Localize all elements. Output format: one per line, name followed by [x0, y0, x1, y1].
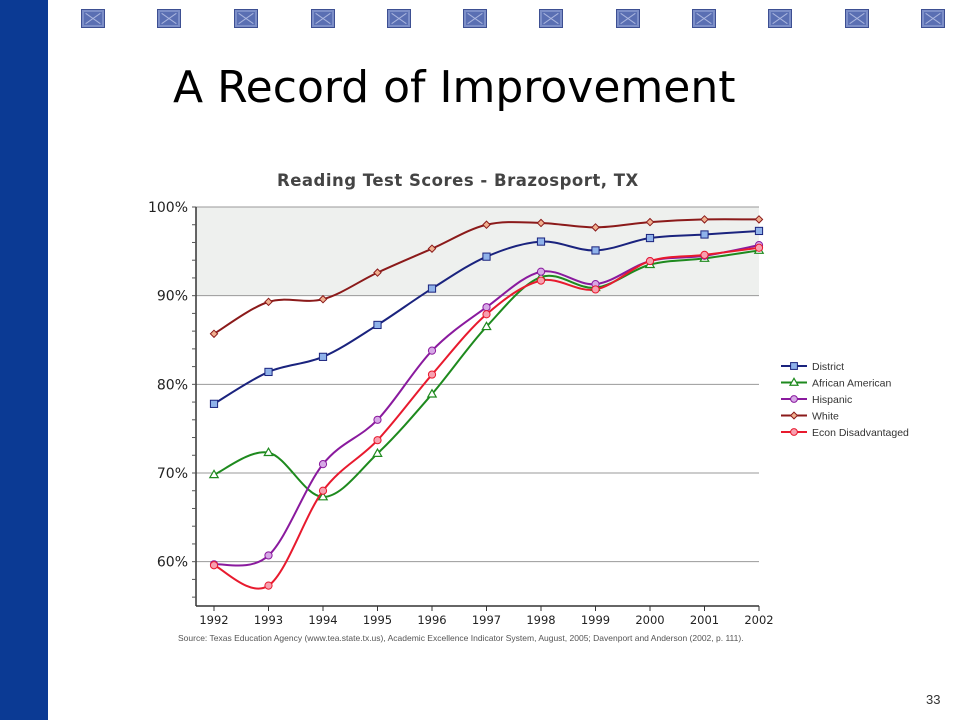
data-point-district [482, 252, 491, 261]
data-point-african-american [317, 491, 329, 501]
legend-label-district: District [812, 361, 844, 373]
data-point-white [591, 223, 600, 232]
data-point-district [591, 246, 600, 255]
decorative-square-icon [81, 9, 105, 28]
x-tick-label: 1997 [472, 613, 501, 627]
data-point-econ-disadvantaged [264, 581, 273, 590]
data-point-econ-disadvantaged [427, 370, 437, 379]
chart-title: Reading Test Scores - Brazosport, TX [277, 171, 639, 190]
data-point-white [482, 220, 491, 230]
data-point-district [209, 399, 219, 408]
data-point-white [754, 215, 764, 224]
data-point-african-american [208, 469, 220, 479]
data-point-african-american [263, 447, 274, 457]
data-point-white [536, 218, 546, 228]
data-point-district [645, 233, 655, 243]
x-tick-label: 1998 [526, 613, 555, 627]
legend-marker-african-american [788, 377, 800, 386]
data-point-hispanic [318, 460, 328, 469]
data-point-district [754, 226, 764, 236]
data-point-econ-disadvantaged [209, 561, 219, 570]
data-point-hispanic [427, 346, 437, 355]
legend-marker-econ-disadvantaged [790, 428, 798, 436]
data-point-district [700, 230, 709, 239]
legend-label-white: White [812, 411, 839, 423]
page-number: 33 [926, 692, 941, 707]
data-point-white [209, 329, 219, 339]
data-point-econ-disadvantaged [482, 310, 491, 319]
decorative-square-icon [387, 9, 411, 28]
legend-label-african-american: African American [812, 378, 892, 390]
data-point-white [373, 268, 382, 277]
data-point-hispanic [373, 415, 382, 424]
data-point-african-american [426, 388, 438, 398]
data-point-african-american [481, 321, 492, 331]
y-tick-label: 60% [157, 555, 188, 571]
chart-source-note: Source: Texas Education Agency (www.tea.… [178, 633, 744, 643]
data-point-econ-disadvantaged [591, 285, 600, 294]
y-tick-label: 90% [157, 289, 188, 305]
top-decoration [0, 0, 960, 40]
left-accent-bar [0, 0, 48, 720]
data-point-white [700, 215, 709, 224]
x-tick-label: 2001 [690, 613, 719, 627]
x-tick-label: 1992 [199, 613, 228, 627]
slide-title: A Record of Improvement [173, 62, 736, 113]
decorative-square-icon [463, 9, 487, 28]
x-tick-label: 1996 [417, 613, 446, 627]
decorative-square-icon [234, 9, 258, 28]
legend-label-hispanic: Hispanic [812, 394, 852, 406]
x-tick-label: 2000 [635, 613, 664, 627]
data-point-white [318, 294, 328, 304]
data-point-hispanic [264, 551, 273, 560]
legend-marker-hispanic [790, 395, 798, 403]
decorative-square-icon [692, 9, 716, 28]
decorative-square-icon [616, 9, 640, 28]
legend-marker-white [789, 411, 799, 420]
data-point-white [264, 297, 273, 307]
legend-marker-district [790, 362, 798, 370]
decorative-square-icon [845, 9, 869, 28]
decorative-square-icon [768, 9, 792, 28]
data-point-econ-disadvantaged [536, 276, 546, 285]
decorative-square-icon [539, 9, 563, 28]
decorative-square-icon [157, 9, 181, 28]
series-line-econ-disadvantaged [213, 246, 760, 590]
y-tick-label: 70% [157, 466, 188, 482]
series-line-african-american [213, 249, 760, 498]
data-point-econ-disadvantaged [645, 256, 655, 266]
x-tick-label: 2002 [744, 613, 773, 627]
data-point-econ-disadvantaged [754, 243, 764, 252]
data-point-african-american [372, 447, 383, 457]
x-tick-label: 1999 [581, 613, 610, 627]
decorative-square-icon [921, 9, 945, 28]
data-point-hispanic [536, 267, 546, 276]
data-point-econ-disadvantaged [318, 486, 328, 495]
data-point-white [427, 244, 437, 253]
data-point-hispanic [482, 303, 491, 312]
legend-label-econ-disadvantaged: Econ Disadvantaged [812, 427, 909, 439]
x-tick-label: 1994 [308, 613, 337, 627]
x-tick-label: 1995 [363, 613, 392, 627]
x-tick-label: 1993 [254, 613, 283, 627]
data-point-district [318, 352, 328, 361]
data-point-white [645, 217, 655, 227]
decorative-square-icon [311, 9, 335, 28]
data-point-district [264, 367, 273, 377]
y-tick-label: 100% [148, 200, 188, 216]
data-point-district [536, 237, 546, 246]
data-point-econ-disadvantaged [700, 250, 709, 259]
data-point-district [373, 320, 382, 330]
y-tick-label: 80% [157, 377, 188, 393]
data-point-district [427, 284, 437, 293]
data-point-econ-disadvantaged [373, 436, 382, 445]
